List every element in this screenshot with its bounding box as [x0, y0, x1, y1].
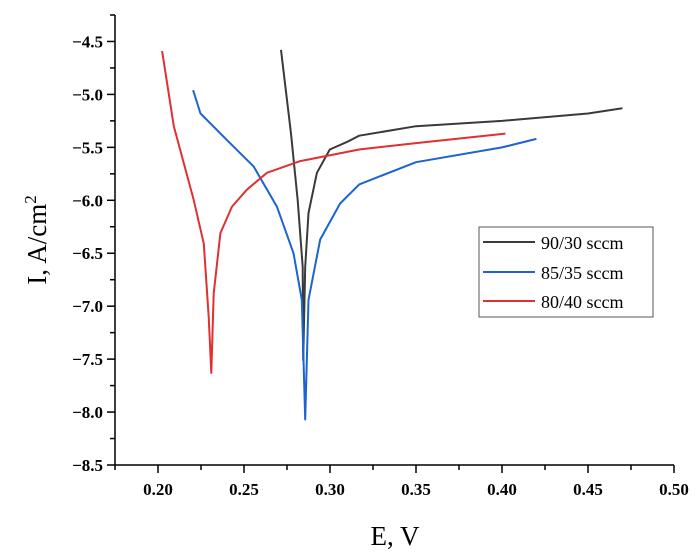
x-tick-labels: 0.20 0.25 0.30 0.35 0.40 0.45 0.50	[143, 480, 689, 499]
y-tick-label: −8.0	[72, 403, 103, 422]
x-tick-label: 0.50	[659, 480, 689, 499]
y-tick-label: −5.5	[72, 138, 103, 157]
y-tick-label: −8.5	[72, 456, 103, 475]
x-tick-label: 0.40	[487, 480, 517, 499]
x-tick-label: 0.45	[573, 480, 603, 499]
series-line-80-40-sccm	[161, 50, 506, 374]
x-tick-label: 0.30	[315, 480, 345, 499]
y-tick-label: −4.5	[72, 32, 103, 51]
y-tick-label: −7.5	[72, 350, 103, 369]
series-line-85-35-sccm	[192, 89, 537, 421]
y-tick-labels: −4.5 −5.0 −5.5 −6.0 −6.5 −7.0 −7.5 −8.0 −8.5	[72, 32, 103, 475]
x-tick-label: 0.25	[229, 480, 259, 499]
y-tick-label: −6.0	[72, 191, 103, 210]
x-axis-title: E, V	[370, 521, 420, 551]
y-axis-title-main: I, A/cm	[22, 204, 52, 285]
series-line-90-30-sccm	[280, 49, 623, 362]
x-tick-label: 0.35	[401, 480, 431, 499]
y-tick-label: −5.0	[72, 85, 103, 104]
y-axis-title: I, A/cm2	[21, 195, 52, 285]
axes	[107, 14, 675, 473]
y-tick-label: −7.0	[72, 297, 103, 316]
legend-label-1: 85/35 sccm	[541, 263, 624, 283]
y-tick-label: −6.5	[72, 244, 103, 263]
legend-label-2: 80/40 sccm	[541, 292, 624, 312]
series-lines	[161, 49, 623, 421]
legend-label-0: 90/30 sccm	[541, 233, 624, 253]
x-tick-label: 0.20	[143, 480, 173, 499]
legend: 90/30 sccm 85/35 sccm 80/40 sccm	[478, 226, 654, 318]
y-axis-title-sup: 2	[21, 195, 40, 204]
